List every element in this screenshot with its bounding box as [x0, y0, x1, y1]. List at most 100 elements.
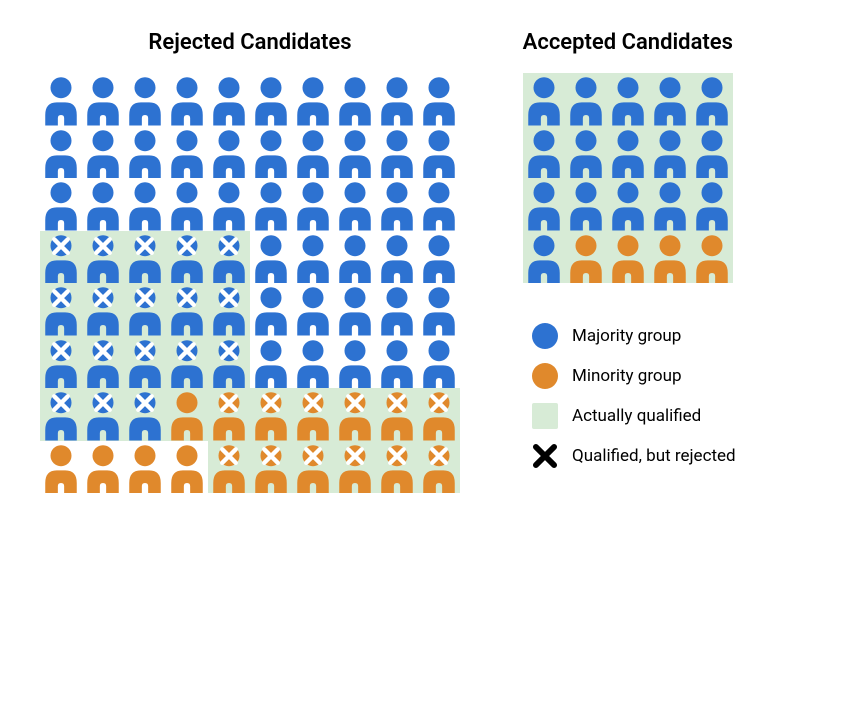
person-icon — [250, 388, 292, 441]
person-cell — [250, 126, 292, 179]
person-icon — [649, 73, 691, 126]
person-cell — [82, 441, 124, 494]
accepted-column: Accepted Candidates Majority groupMinori… — [520, 30, 736, 469]
legend-swatch-circle — [532, 323, 558, 349]
person-icon — [208, 231, 250, 284]
person-cell — [166, 283, 208, 336]
person-icon — [292, 178, 334, 231]
person-icon — [82, 441, 124, 494]
rejected-column: Rejected Candidates — [40, 30, 460, 493]
person-icon — [166, 231, 208, 284]
person-cell — [691, 73, 733, 126]
person-icon — [166, 336, 208, 389]
person-icon — [418, 231, 460, 284]
person-cell — [418, 73, 460, 126]
person-icon — [166, 73, 208, 126]
person-icon — [376, 336, 418, 389]
person-icon — [40, 73, 82, 126]
person-cell — [124, 126, 166, 179]
person-cell — [40, 388, 82, 441]
legend-swatch-circle — [532, 363, 558, 389]
person-icon — [208, 441, 250, 494]
person-cell — [208, 126, 250, 179]
person-icon — [376, 441, 418, 494]
person-cell — [649, 231, 691, 284]
person-cell — [166, 178, 208, 231]
person-icon — [691, 73, 733, 126]
person-cell — [649, 178, 691, 231]
person-icon — [208, 73, 250, 126]
person-cell — [334, 231, 376, 284]
person-cell — [124, 73, 166, 126]
person-cell — [250, 336, 292, 389]
person-cell — [334, 73, 376, 126]
person-icon — [376, 388, 418, 441]
person-icon — [82, 388, 124, 441]
person-icon — [82, 231, 124, 284]
person-icon — [40, 178, 82, 231]
legend-label: Majority group — [572, 326, 681, 346]
person-icon — [124, 388, 166, 441]
person-cell — [607, 178, 649, 231]
person-icon — [565, 73, 607, 126]
person-cell — [292, 388, 334, 441]
person-cell — [376, 388, 418, 441]
accepted-grid — [523, 73, 733, 283]
person-cell — [250, 388, 292, 441]
person-icon — [124, 336, 166, 389]
person-cell — [166, 388, 208, 441]
person-cell — [82, 178, 124, 231]
person-icon — [418, 283, 460, 336]
person-cell — [166, 126, 208, 179]
person-icon — [124, 441, 166, 494]
person-icon — [691, 231, 733, 284]
person-cell — [334, 336, 376, 389]
person-cell — [334, 283, 376, 336]
person-icon — [565, 231, 607, 284]
person-cell — [292, 441, 334, 494]
person-icon — [376, 231, 418, 284]
person-cell — [565, 126, 607, 179]
person-icon — [166, 388, 208, 441]
person-cell — [40, 126, 82, 179]
person-icon — [124, 73, 166, 126]
person-cell — [691, 231, 733, 284]
person-icon — [292, 336, 334, 389]
person-icon — [40, 441, 82, 494]
person-icon — [40, 126, 82, 179]
person-icon — [82, 126, 124, 179]
person-icon — [124, 178, 166, 231]
person-icon — [292, 388, 334, 441]
person-icon — [82, 178, 124, 231]
legend-row: Minority group — [532, 363, 736, 389]
person-icon — [376, 126, 418, 179]
person-cell — [40, 336, 82, 389]
person-icon — [334, 231, 376, 284]
person-cell — [376, 336, 418, 389]
person-cell — [40, 283, 82, 336]
person-cell — [250, 178, 292, 231]
person-icon — [208, 336, 250, 389]
person-cell — [292, 336, 334, 389]
person-cell — [523, 126, 565, 179]
person-cell — [334, 388, 376, 441]
person-cell — [691, 126, 733, 179]
person-cell — [124, 388, 166, 441]
person-icon — [607, 126, 649, 179]
person-icon — [418, 441, 460, 494]
legend-label: Minority group — [572, 366, 682, 386]
person-cell — [208, 336, 250, 389]
person-cell — [691, 178, 733, 231]
person-cell — [292, 73, 334, 126]
legend-row: Actually qualified — [532, 403, 736, 429]
person-icon — [334, 283, 376, 336]
person-icon — [376, 73, 418, 126]
person-icon — [523, 73, 565, 126]
rejected-title: Rejected Candidates — [148, 30, 351, 55]
person-cell — [376, 441, 418, 494]
legend: Majority group Minority group Actually qua… — [520, 323, 736, 469]
legend-label: Qualified, but rejected — [572, 446, 736, 466]
person-icon — [40, 336, 82, 389]
person-icon — [124, 126, 166, 179]
person-cell — [418, 231, 460, 284]
